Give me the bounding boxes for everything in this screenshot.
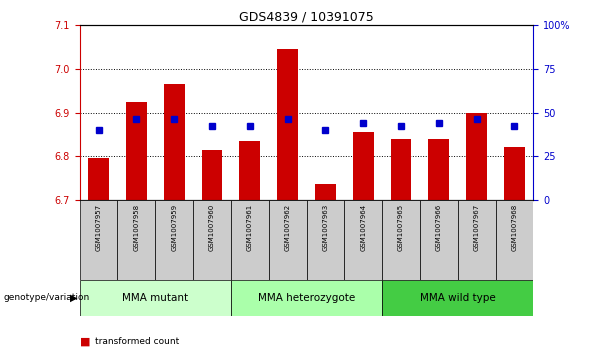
Bar — [504, 147, 525, 200]
Bar — [231, 280, 382, 316]
Text: ■: ■ — [80, 336, 90, 346]
Bar — [466, 113, 487, 200]
Text: GSM1007964: GSM1007964 — [360, 204, 366, 251]
Bar — [345, 200, 382, 280]
Bar — [240, 141, 260, 200]
Text: GSM1007963: GSM1007963 — [322, 204, 329, 251]
Bar — [126, 102, 147, 200]
Bar — [428, 139, 449, 200]
Bar — [420, 200, 458, 280]
Bar — [88, 158, 109, 200]
Text: GSM1007960: GSM1007960 — [209, 204, 215, 251]
Bar — [390, 139, 411, 200]
Text: MMA wild type: MMA wild type — [420, 293, 495, 303]
Bar — [458, 200, 495, 280]
Text: MMA mutant: MMA mutant — [122, 293, 188, 303]
Bar — [268, 200, 306, 280]
Text: MMA heterozygote: MMA heterozygote — [258, 293, 355, 303]
Bar — [382, 280, 533, 316]
Bar — [193, 200, 231, 280]
Text: GSM1007965: GSM1007965 — [398, 204, 404, 251]
Bar — [495, 200, 533, 280]
Bar — [382, 200, 420, 280]
Text: GSM1007966: GSM1007966 — [436, 204, 442, 251]
Bar — [306, 200, 345, 280]
Text: GSM1007958: GSM1007958 — [134, 204, 139, 251]
Text: GSM1007968: GSM1007968 — [511, 204, 517, 251]
Bar — [353, 132, 373, 200]
Text: genotype/variation: genotype/variation — [3, 293, 89, 302]
Bar — [202, 150, 223, 200]
Text: GSM1007961: GSM1007961 — [247, 204, 253, 251]
Bar — [80, 200, 118, 280]
Bar — [277, 49, 298, 200]
Text: GDS4839 / 10391075: GDS4839 / 10391075 — [239, 11, 374, 24]
Text: ▶: ▶ — [70, 293, 77, 303]
Bar — [315, 184, 336, 200]
Bar — [155, 200, 193, 280]
Bar — [231, 200, 268, 280]
Text: GSM1007962: GSM1007962 — [284, 204, 291, 251]
Text: GSM1007957: GSM1007957 — [96, 204, 102, 251]
Bar — [118, 200, 155, 280]
Text: GSM1007959: GSM1007959 — [171, 204, 177, 251]
Text: GSM1007967: GSM1007967 — [474, 204, 479, 251]
Text: transformed count: transformed count — [95, 337, 179, 346]
Bar — [164, 84, 185, 200]
Bar — [80, 280, 231, 316]
